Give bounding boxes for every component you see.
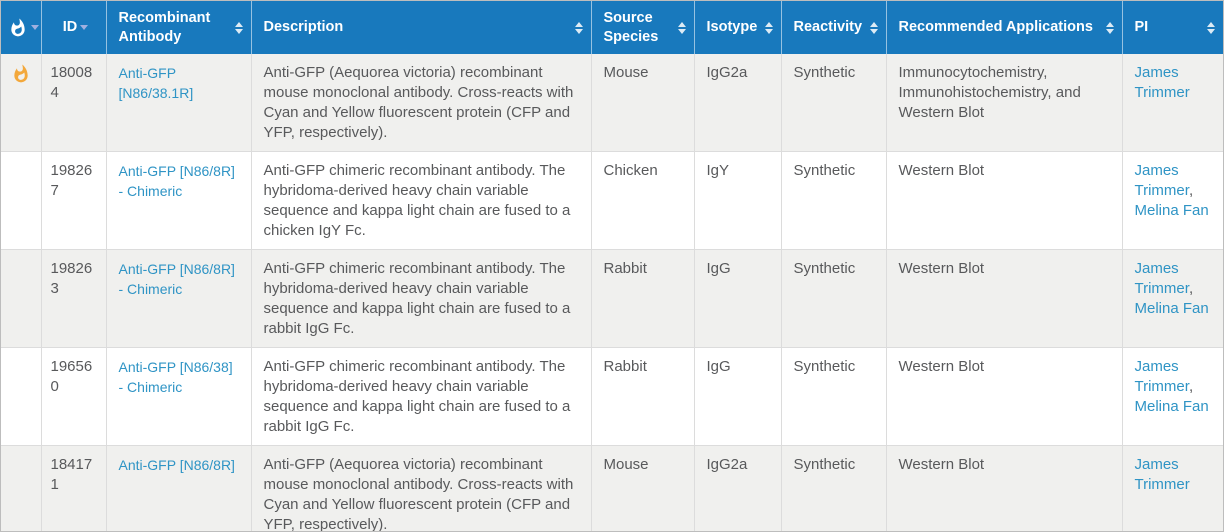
column-header-recommended-applications[interactable]: Recommended Applications [886,1,1123,54]
applications-cell: Western Blot [886,347,1123,446]
antibody-link[interactable]: Anti-GFP [N86/8R] - Chimeric [118,261,235,297]
flame-icon [8,18,28,38]
antibody-cell: Anti-GFP [N86/38] - Chimeric [106,347,252,446]
column-header-source-species[interactable]: Source Species [591,1,695,54]
pi-link[interactable]: Melina Fan [1134,300,1209,317]
column-header-pi[interactable]: PI [1122,1,1223,54]
hot-cell [1,445,42,531]
id-cell: 196560 [41,347,107,446]
reactivity-cell: Synthetic [781,54,887,152]
description-cell: Anti-GFP chimeric recombinant antibody. … [251,347,592,446]
table-row: 198263 Anti-GFP [N86/8R] - Chimeric Anti… [1,249,1223,348]
description-cell: Anti-GFP (Aequorea victoria) recombinant… [251,54,592,152]
isotype-cell: IgG [694,249,782,348]
sort-both-icon [1105,21,1114,34]
pi-link[interactable]: Melina Fan [1134,202,1209,219]
isotype-cell: IgG2a [694,54,782,152]
reactivity-cell: Synthetic [781,445,887,531]
pi-cell: James Trimmer, Melina Fan [1122,151,1223,250]
isotype-cell: IgY [694,151,782,250]
source-species-cell: Mouse [591,445,695,531]
sort-both-icon [764,21,773,34]
sort-both-icon [234,21,243,34]
reactivity-cell: Synthetic [781,249,887,348]
pi-link[interactable]: James Trimmer [1134,260,1189,297]
table-body: 180084 Anti-GFP [N86/38.1R] Anti-GFP (Ae… [1,54,1223,531]
header-row: ID Recombinant Antibody Description [1,1,1223,54]
hot-cell [1,54,42,152]
applications-cell: Western Blot [886,445,1123,531]
table-row: 198267 Anti-GFP [N86/8R] - Chimeric Anti… [1,151,1223,250]
hot-cell [1,249,42,348]
column-header-reactivity[interactable]: Reactivity [781,1,887,54]
sort-descending-icon [31,25,40,30]
reactivity-cell: Synthetic [781,151,887,250]
table-row: 184171 Anti-GFP [N86/8R] Anti-GFP (Aequo… [1,445,1223,531]
id-cell: 184171 [41,445,107,531]
pi-cell: James Trimmer [1122,445,1223,531]
column-label: Description [263,19,344,35]
column-label: ID [62,19,78,35]
table-row: 196560 Anti-GFP [N86/38] - Chimeric Anti… [1,347,1223,446]
column-header-id[interactable]: ID [41,1,107,54]
source-species-cell: Rabbit [591,347,695,446]
isotype-cell: IgG2a [694,445,782,531]
sort-both-icon [869,21,878,34]
column-header-isotype[interactable]: Isotype [694,1,782,54]
isotype-cell: IgG [694,347,782,446]
column-label: PI [1134,19,1149,35]
pi-link[interactable]: James Trimmer [1134,358,1189,395]
antibody-cell: Anti-GFP [N86/8R] - Chimeric [106,249,252,348]
applications-cell: Western Blot [886,151,1123,250]
applications-cell: Western Blot [886,249,1123,348]
antibody-link[interactable]: Anti-GFP [N86/8R] - Chimeric [118,163,235,199]
source-species-cell: Mouse [591,54,695,152]
pi-cell: James Trimmer [1122,54,1223,152]
source-species-cell: Rabbit [591,249,695,348]
column-header-description[interactable]: Description [251,1,592,54]
hot-cell [1,347,42,446]
table-row: 180084 Anti-GFP [N86/38.1R] Anti-GFP (Ae… [1,54,1223,152]
antibody-link[interactable]: Anti-GFP [N86/8R] [118,457,235,473]
sort-both-icon [1207,21,1215,34]
hot-cell [1,151,42,250]
flame-icon [11,64,31,84]
column-header-hot[interactable] [1,1,42,54]
column-label: Recombinant Antibody [118,9,211,45]
sort-both-icon [574,21,583,34]
pi-cell: James Trimmer, Melina Fan [1122,249,1223,348]
description-cell: Anti-GFP (Aequorea victoria) recombinant… [251,445,592,531]
antibody-link[interactable]: Anti-GFP [N86/38.1R] [118,65,194,101]
pi-cell: James Trimmer, Melina Fan [1122,347,1223,446]
column-header-recombinant-antibody[interactable]: Recombinant Antibody [106,1,252,54]
id-cell: 198263 [41,249,107,348]
column-label: Recommended Applications [898,19,1093,35]
id-cell: 180084 [41,54,107,152]
id-cell: 198267 [41,151,107,250]
column-label: Isotype [706,19,758,35]
pi-link[interactable]: James Trimmer [1134,162,1189,199]
sort-descending-icon [80,25,89,30]
description-cell: Anti-GFP chimeric recombinant antibody. … [251,151,592,250]
applications-cell: Immunocytochemistry, Immunohistochemistr… [886,54,1123,152]
antibody-cell: Anti-GFP [N86/8R] [106,445,252,531]
pi-link[interactable]: James Trimmer [1134,456,1190,493]
pi-link[interactable]: James Trimmer [1134,64,1190,101]
source-species-cell: Chicken [591,151,695,250]
sort-both-icon [677,21,686,34]
description-cell: Anti-GFP chimeric recombinant antibody. … [251,249,592,348]
column-label: Source Species [603,9,659,45]
antibody-link[interactable]: Anti-GFP [N86/38] - Chimeric [118,359,233,395]
pi-link[interactable]: Melina Fan [1134,398,1209,415]
column-label: Reactivity [793,19,863,35]
antibody-cell: Anti-GFP [N86/8R] - Chimeric [106,151,252,250]
antibody-cell: Anti-GFP [N86/38.1R] [106,54,252,152]
reactivity-cell: Synthetic [781,347,887,446]
